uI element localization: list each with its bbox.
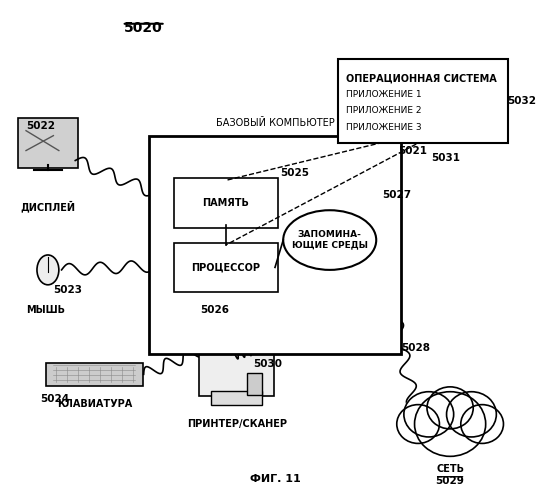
Text: 5032: 5032: [508, 96, 537, 106]
FancyBboxPatch shape: [149, 136, 401, 354]
Text: 5026: 5026: [200, 304, 229, 314]
FancyBboxPatch shape: [46, 363, 142, 386]
Text: ПРИЛОЖЕНИЕ 2: ПРИЛОЖЕНИЕ 2: [346, 106, 422, 116]
Text: ПРИЛОЖЕНИЕ 3: ПРИЛОЖЕНИЕ 3: [346, 122, 422, 132]
Ellipse shape: [283, 210, 376, 270]
Circle shape: [447, 392, 496, 437]
Text: 5024: 5024: [40, 394, 69, 404]
FancyBboxPatch shape: [211, 390, 262, 405]
FancyBboxPatch shape: [338, 58, 508, 143]
FancyBboxPatch shape: [246, 374, 262, 395]
Circle shape: [404, 392, 454, 437]
Text: ПРИНТЕР/СКАНЕР: ПРИНТЕР/СКАНЕР: [186, 419, 287, 429]
Text: БАЗОВЫЙ КОМПЬЮТЕР: БАЗОВЫЙ КОМПЬЮТЕР: [216, 118, 334, 128]
Text: 5022: 5022: [26, 120, 55, 130]
FancyBboxPatch shape: [174, 242, 278, 292]
Text: 5027: 5027: [382, 190, 411, 200]
Text: 5029: 5029: [436, 476, 465, 486]
Text: СЕТЬ: СЕТЬ: [436, 464, 464, 474]
Text: 5031: 5031: [431, 153, 460, 163]
Text: ЗАПОМИНА-
ЮЩИЕ СРЕДЫ: ЗАПОМИНА- ЮЩИЕ СРЕДЫ: [292, 230, 368, 250]
Text: 5021: 5021: [398, 146, 427, 156]
Text: ПАМЯТЬ: ПАМЯТЬ: [202, 198, 249, 208]
FancyBboxPatch shape: [200, 353, 274, 396]
Ellipse shape: [37, 255, 59, 285]
Circle shape: [415, 392, 486, 456]
Text: ФИГ. 11: ФИГ. 11: [250, 474, 300, 484]
Text: ОПЕРАЦИОННАЯ СИСТЕМА: ОПЕРАЦИОННАЯ СИСТЕМА: [346, 74, 497, 84]
Circle shape: [397, 404, 439, 444]
Text: ПРИЛОЖЕНИЕ 1: ПРИЛОЖЕНИЕ 1: [346, 90, 422, 99]
Text: КЛАВИАТУРА: КЛАВИАТУРА: [57, 399, 132, 409]
FancyBboxPatch shape: [18, 118, 78, 168]
Text: 5020: 5020: [124, 22, 163, 36]
Text: 5023: 5023: [53, 285, 82, 295]
Text: 5028: 5028: [401, 344, 430, 353]
Text: МЫШЬ: МЫШЬ: [26, 304, 65, 314]
Text: 5030: 5030: [253, 360, 282, 370]
Circle shape: [427, 387, 473, 429]
Text: 5025: 5025: [280, 168, 310, 178]
FancyBboxPatch shape: [174, 178, 278, 228]
Text: ПРОЦЕССОР: ПРОЦЕССОР: [191, 262, 260, 272]
Text: ДИСПЛЕЙ: ДИСПЛЕЙ: [20, 200, 75, 212]
Circle shape: [461, 404, 503, 444]
